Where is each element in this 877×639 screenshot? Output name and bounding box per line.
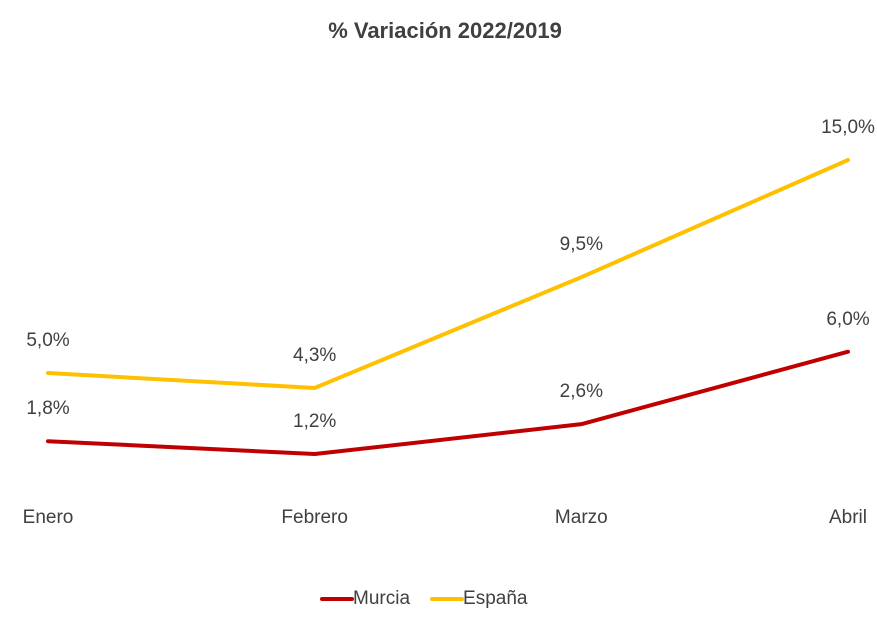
x-tick-label: Febrero — [281, 507, 348, 528]
data-label: 15,0% — [821, 117, 875, 138]
x-tick-label: Enero — [23, 507, 74, 528]
chart-title: % Variación 2022/2019 — [328, 18, 562, 43]
data-label: 5,0% — [26, 330, 69, 351]
data-label: 2,6% — [560, 381, 603, 402]
line-series — [46, 158, 850, 390]
line-series — [46, 349, 850, 456]
data-label: 1,8% — [26, 398, 69, 419]
legend-label: España — [463, 588, 528, 609]
data-label: 6,0% — [826, 309, 869, 330]
data-label: 1,2% — [293, 411, 336, 432]
x-tick-label: Abril — [829, 507, 867, 528]
x-tick-label: Marzo — [555, 507, 608, 528]
data-label: 4,3% — [293, 345, 336, 366]
data-label: 9,5% — [560, 234, 603, 255]
legend-label: Murcia — [353, 588, 410, 609]
